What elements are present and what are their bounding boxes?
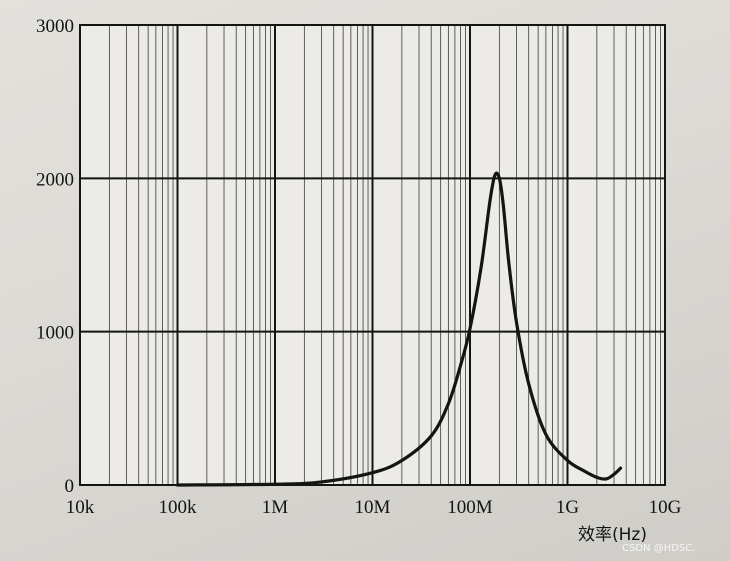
curve-layer	[175, 171, 623, 487]
x-tick-label: 1G	[556, 497, 580, 518]
y-tick-label: 0	[65, 476, 75, 497]
watermark-text: CSDN @HDSC.	[622, 543, 695, 554]
y-tick-labels: 0 1000 2000 3000	[36, 16, 74, 497]
x-axis-title: 效率(Hz)	[578, 525, 647, 545]
impedance-curve	[175, 171, 623, 487]
x-tick-label: 1M	[262, 497, 289, 518]
y-tick-label: 2000	[36, 169, 74, 190]
x-tick-label: 10G	[649, 497, 682, 518]
x-tick-labels: 10k 100k 1M 10M 100M 1G 10G	[66, 497, 682, 518]
x-tick-label: 100k	[159, 497, 198, 518]
plot-frame	[79, 24, 666, 486]
x-tick-label: 10M	[355, 497, 391, 518]
y-tick-label: 1000	[36, 323, 74, 344]
x-tick-label: 100M	[447, 497, 493, 518]
minor-grid	[108, 25, 661, 485]
y-tick-label: 3000	[36, 16, 74, 37]
x-tick-label: 10k	[66, 497, 95, 518]
